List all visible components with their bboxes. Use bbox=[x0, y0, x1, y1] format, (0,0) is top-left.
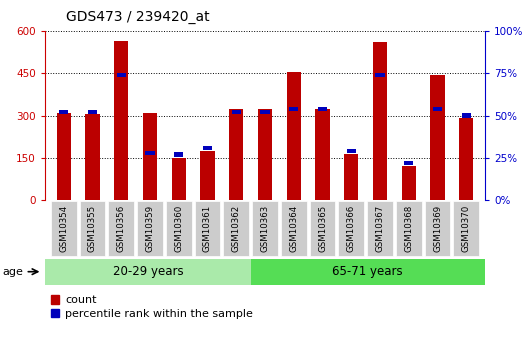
Text: GSM10355: GSM10355 bbox=[88, 205, 97, 252]
Text: GSM10356: GSM10356 bbox=[117, 205, 126, 252]
Text: GSM10366: GSM10366 bbox=[347, 205, 356, 252]
Text: GSM10361: GSM10361 bbox=[203, 205, 212, 252]
Bar bbox=[260, 110, 270, 114]
Bar bbox=[404, 161, 413, 165]
Text: GSM10368: GSM10368 bbox=[404, 205, 413, 252]
Bar bbox=[344, 154, 358, 200]
Bar bbox=[172, 158, 186, 200]
Bar bbox=[88, 110, 97, 114]
Bar bbox=[425, 201, 450, 256]
Bar bbox=[459, 118, 473, 200]
Text: 65-71 years: 65-71 years bbox=[332, 265, 403, 278]
Bar bbox=[166, 201, 192, 256]
Bar bbox=[232, 110, 241, 114]
Text: GDS473 / 239420_at: GDS473 / 239420_at bbox=[66, 10, 210, 24]
Bar bbox=[251, 259, 485, 285]
Text: GSM10363: GSM10363 bbox=[261, 205, 269, 252]
Bar bbox=[430, 75, 445, 200]
Bar bbox=[281, 201, 307, 256]
Bar bbox=[45, 259, 251, 285]
Bar bbox=[373, 42, 387, 200]
Bar bbox=[200, 151, 215, 200]
Bar bbox=[85, 114, 100, 200]
Bar bbox=[223, 201, 249, 256]
Bar bbox=[315, 109, 330, 200]
Bar bbox=[347, 149, 356, 153]
Bar bbox=[174, 152, 183, 157]
Legend: count, percentile rank within the sample: count, percentile rank within the sample bbox=[50, 295, 253, 319]
Bar bbox=[453, 201, 479, 256]
Text: GSM10364: GSM10364 bbox=[289, 205, 298, 252]
Bar bbox=[289, 107, 298, 111]
Bar bbox=[462, 114, 471, 118]
Bar bbox=[229, 109, 243, 200]
Bar bbox=[252, 201, 278, 256]
Bar bbox=[108, 201, 134, 256]
Bar bbox=[80, 201, 105, 256]
Bar bbox=[114, 41, 128, 200]
Bar bbox=[57, 113, 71, 200]
Bar bbox=[51, 201, 77, 256]
Bar bbox=[310, 201, 335, 256]
Bar bbox=[375, 73, 385, 77]
Text: GSM10369: GSM10369 bbox=[433, 205, 442, 252]
Bar bbox=[145, 151, 155, 155]
Bar bbox=[59, 110, 68, 114]
Bar bbox=[396, 201, 422, 256]
Bar bbox=[203, 146, 212, 150]
Text: 20-29 years: 20-29 years bbox=[112, 265, 183, 278]
Text: GSM10354: GSM10354 bbox=[59, 205, 68, 252]
Text: GSM10360: GSM10360 bbox=[174, 205, 183, 252]
Text: GSM10359: GSM10359 bbox=[146, 205, 154, 252]
Text: GSM10370: GSM10370 bbox=[462, 205, 471, 252]
Bar bbox=[402, 166, 416, 200]
Text: age: age bbox=[3, 267, 23, 277]
Text: GSM10367: GSM10367 bbox=[376, 205, 384, 252]
Bar bbox=[195, 201, 220, 256]
Bar bbox=[318, 107, 327, 111]
Bar bbox=[367, 201, 393, 256]
Text: GSM10365: GSM10365 bbox=[318, 205, 327, 252]
Text: GSM10362: GSM10362 bbox=[232, 205, 241, 252]
Bar bbox=[137, 201, 163, 256]
Bar bbox=[143, 113, 157, 200]
Bar bbox=[287, 72, 301, 200]
Bar bbox=[433, 107, 442, 111]
Bar bbox=[258, 109, 272, 200]
Bar bbox=[338, 201, 364, 256]
Bar bbox=[117, 73, 126, 77]
